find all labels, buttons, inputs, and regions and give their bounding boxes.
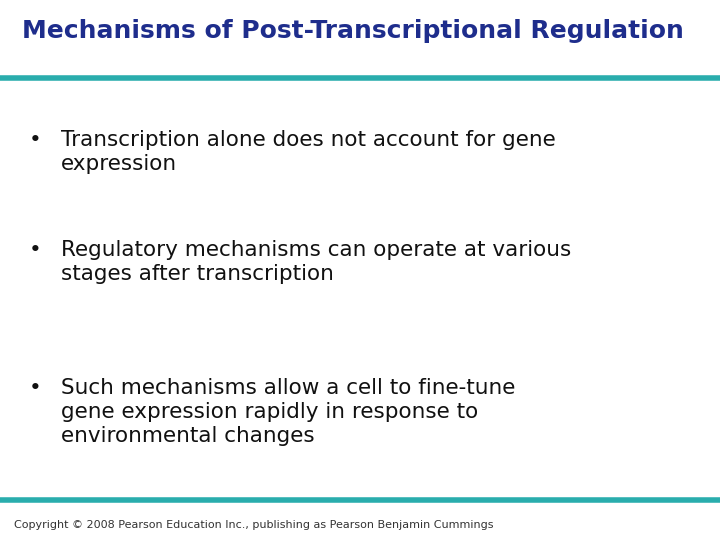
Text: Such mechanisms allow a cell to fine-tune
gene expression rapidly in response to: Such mechanisms allow a cell to fine-tun… (61, 378, 516, 446)
Text: Transcription alone does not account for gene
expression: Transcription alone does not account for… (61, 130, 556, 173)
Text: Regulatory mechanisms can operate at various
stages after transcription: Regulatory mechanisms can operate at var… (61, 240, 572, 284)
Text: •: • (29, 240, 42, 260)
Text: •: • (29, 130, 42, 150)
Text: •: • (29, 378, 42, 398)
Text: Copyright © 2008 Pearson Education Inc., publishing as Pearson Benjamin Cummings: Copyright © 2008 Pearson Education Inc.,… (14, 520, 494, 530)
Text: Mechanisms of Post-Transcriptional Regulation: Mechanisms of Post-Transcriptional Regul… (22, 19, 683, 43)
